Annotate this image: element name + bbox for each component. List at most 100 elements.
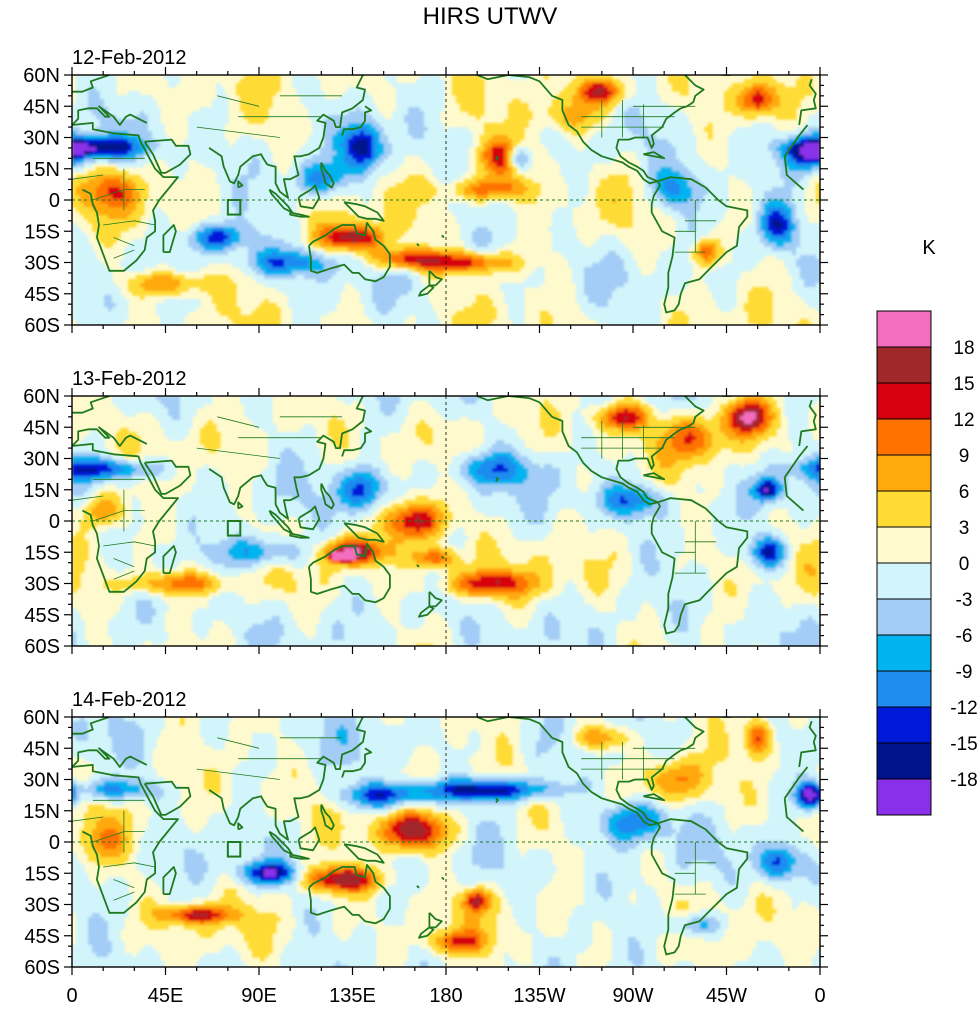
heatmap-cell (328, 187, 333, 192)
heatmap-cell (184, 235, 189, 240)
heatmap-cell (456, 155, 461, 160)
heatmap-cell (816, 183, 820, 188)
heatmap-cell (464, 83, 469, 88)
heatmap-cell (104, 127, 109, 132)
heatmap-cell (648, 187, 653, 192)
heatmap-cell (584, 87, 589, 92)
heatmap-cell (384, 223, 389, 228)
heatmap-cell (528, 151, 533, 156)
heatmap-cell (348, 163, 353, 168)
heatmap-cell (408, 139, 413, 144)
heatmap-cell (476, 163, 481, 168)
heatmap-cells (72, 75, 820, 325)
heatmap-cell (436, 95, 441, 100)
heatmap-cell (504, 195, 509, 200)
heatmap-cell (164, 151, 169, 156)
heatmap-cell (508, 187, 513, 192)
heatmap-cell (292, 223, 297, 228)
heatmap-cell (396, 159, 401, 164)
heatmap-cell (804, 147, 809, 152)
heatmap-cell (336, 103, 341, 108)
heatmap-cell (140, 155, 145, 160)
heatmap-cell (624, 143, 629, 148)
heatmap-cell (412, 147, 417, 152)
heatmap-cell (604, 135, 609, 140)
heatmap-cell (712, 171, 717, 176)
heatmap-cell (708, 135, 713, 140)
heatmap-cell (760, 187, 765, 192)
heatmap-cell (516, 159, 521, 164)
heatmap-cell (592, 147, 597, 152)
heatmap-cell (464, 215, 469, 220)
heatmap-cell (412, 119, 417, 124)
heatmap-cell (736, 167, 741, 172)
heatmap-cell (236, 175, 241, 180)
heatmap-cell (812, 147, 817, 152)
heatmap-cell (648, 139, 653, 144)
heatmap-cell (508, 171, 513, 176)
heatmap-cell (760, 91, 765, 96)
heatmap-cell (800, 231, 805, 236)
heatmap-cell (260, 227, 265, 232)
heatmap-cell (296, 91, 301, 96)
heatmap-cell (700, 175, 705, 180)
heatmap-cell (248, 163, 253, 168)
heatmap-cell (456, 183, 461, 188)
heatmap-cell (396, 231, 401, 236)
heatmap-cell (132, 107, 137, 112)
heatmap-cell (400, 211, 405, 216)
heatmap-cell (784, 211, 789, 216)
heatmap-cell (360, 115, 365, 120)
heatmap-cell (504, 191, 509, 196)
heatmap-cell (604, 183, 609, 188)
heatmap-cell (372, 131, 377, 136)
heatmap-cell (328, 171, 333, 176)
heatmap-cell (796, 199, 801, 204)
heatmap-cell (480, 143, 485, 148)
heatmap-cell (324, 107, 329, 112)
heatmap-cell (724, 167, 729, 172)
heatmap-cell (328, 119, 333, 124)
heatmap-cell (776, 199, 781, 204)
heatmap-cell (228, 171, 233, 176)
heatmap-cell (700, 219, 705, 224)
heatmap-cell (124, 127, 129, 132)
heatmap-cell (164, 135, 169, 140)
heatmap-cell (544, 135, 549, 140)
heatmap-cell (152, 131, 157, 136)
heatmap-cell (328, 223, 333, 228)
heatmap-cell (320, 143, 325, 148)
heatmap-cell (796, 171, 801, 176)
heatmap-cell (72, 131, 77, 136)
heatmap-cell (268, 91, 273, 96)
heatmap-cell (684, 155, 689, 160)
heatmap-cell (256, 215, 261, 220)
heatmap-cell (512, 167, 517, 172)
heatmap-cell (236, 155, 241, 160)
heatmap-cell (400, 91, 405, 96)
heatmap-cell (336, 159, 341, 164)
heatmap-cell (496, 223, 501, 228)
heatmap-cell (424, 139, 429, 144)
heatmap-cell (392, 187, 397, 192)
heatmap-cell (752, 211, 757, 216)
heatmap-cell (792, 167, 797, 172)
heatmap-cell (808, 155, 813, 160)
heatmap-cell (632, 111, 637, 116)
heatmap-cell (128, 107, 133, 112)
heatmap-cell (776, 207, 781, 212)
heatmap-cell (736, 147, 741, 152)
heatmap-cell (576, 127, 581, 132)
heatmap-cell (124, 219, 129, 224)
heatmap-cell (296, 163, 301, 168)
heatmap-cell (248, 135, 253, 140)
heatmap-cell (440, 179, 445, 184)
heatmap-cell (376, 171, 381, 176)
heatmap-cell (156, 127, 161, 132)
heatmap-cell (120, 123, 125, 128)
heatmap-cell (400, 119, 405, 124)
heatmap-cell (360, 143, 365, 148)
heatmap-cell (380, 139, 385, 144)
heatmap-cell (356, 187, 361, 192)
heatmap-cell (516, 163, 521, 168)
